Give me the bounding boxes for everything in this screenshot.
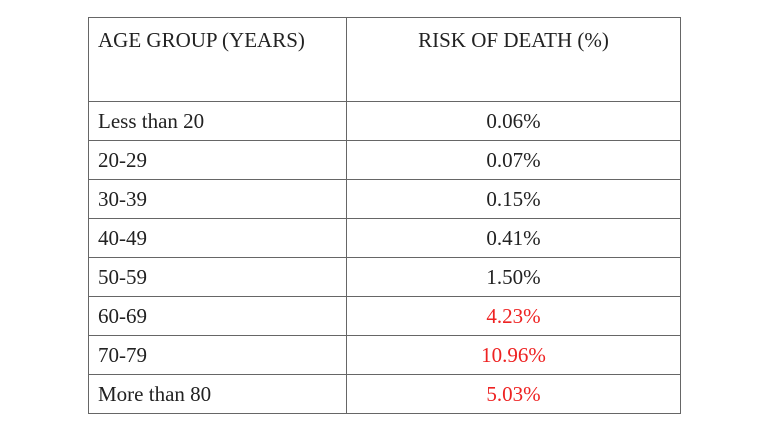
risk-value-cell: 10.96% (346, 335, 681, 375)
table-header-row: AGE GROUP (YEARS) RISK OF DEATH (%) (88, 17, 681, 102)
risk-value-cell: 0.41% (346, 218, 681, 258)
risk-value-cell: 5.03% (346, 374, 681, 414)
table-row: 50-59 1.50% (88, 257, 681, 297)
risk-of-death-header: RISK OF DEATH (%) (346, 17, 681, 102)
table-row: 40-49 0.41% (88, 218, 681, 258)
age-group-cell: More than 80 (88, 374, 347, 414)
risk-value-cell: 0.15% (346, 179, 681, 219)
age-group-cell: Less than 20 (88, 101, 347, 141)
table-row: More than 80 5.03% (88, 374, 681, 414)
table-row: Less than 20 0.06% (88, 101, 681, 141)
age-group-cell: 30-39 (88, 179, 347, 219)
age-group-cell: 70-79 (88, 335, 347, 375)
age-group-cell: 60-69 (88, 296, 347, 336)
age-group-cell: 50-59 (88, 257, 347, 297)
risk-value-cell: 1.50% (346, 257, 681, 297)
age-group-cell: 20-29 (88, 140, 347, 180)
risk-of-death-table: AGE GROUP (YEARS) RISK OF DEATH (%) Less… (88, 17, 681, 414)
risk-value-cell: 0.07% (346, 140, 681, 180)
age-group-header: AGE GROUP (YEARS) (88, 17, 347, 102)
table-row: 20-29 0.07% (88, 140, 681, 180)
risk-value-cell: 4.23% (346, 296, 681, 336)
risk-value-cell: 0.06% (346, 101, 681, 141)
table-row: 70-79 10.96% (88, 335, 681, 375)
table-row: 60-69 4.23% (88, 296, 681, 336)
age-group-cell: 40-49 (88, 218, 347, 258)
table-row: 30-39 0.15% (88, 179, 681, 219)
